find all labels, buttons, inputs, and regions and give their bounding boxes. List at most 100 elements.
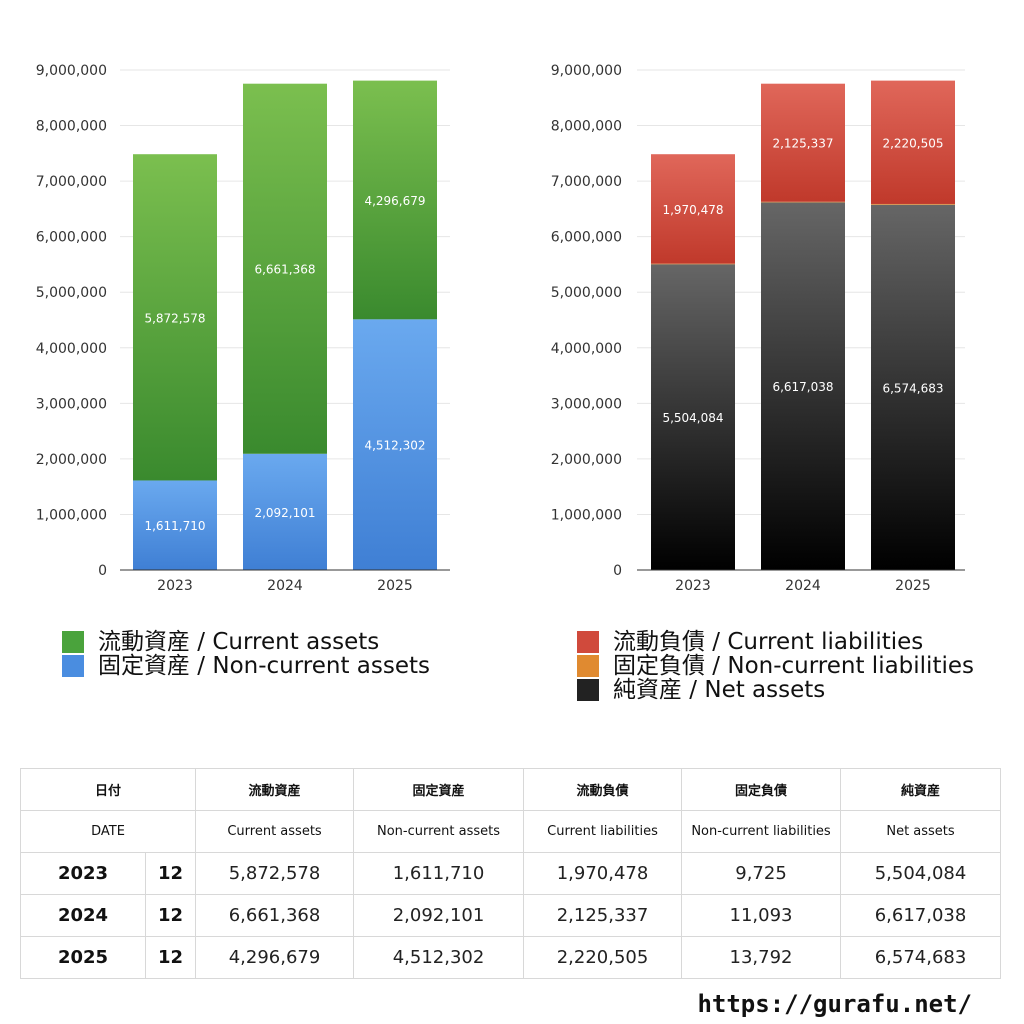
cell-noncurrent-assets: 1,611,710 [353, 852, 525, 895]
y-tick-label: 8,000,000 [36, 119, 107, 135]
bar-segment-assets-2024-0 [243, 453, 327, 570]
data-label: 2,125,337 [772, 137, 833, 151]
data-label: 2,220,505 [882, 136, 943, 150]
row-month: 12 [144, 894, 197, 937]
assets-legend: 流動資産 / Current assets 固定資産 / Non-current … [62, 630, 430, 678]
bar-segment-liabilities-2024-2 [761, 83, 845, 202]
data-label: 5,504,084 [662, 411, 723, 425]
cell-current-assets: 4,296,679 [195, 936, 355, 979]
y-tick-label: 0 [613, 563, 622, 579]
row-month: 12 [144, 852, 197, 895]
header-date-en: DATE [19, 810, 197, 853]
legend-label: 流動負債 / Current liabilities [613, 629, 924, 655]
table-row: 2024 12 6,661,368 2,092,101 2,125,337 11… [20, 894, 1002, 937]
legend-label: 固定資産 / Non-current assets [98, 653, 431, 679]
cell-net-assets: 6,574,683 [840, 936, 1002, 979]
bar-segment-assets-2024-1 [243, 83, 327, 454]
cell-noncurrent-liabilities: 13,792 [681, 936, 842, 979]
y-tick-label: 0 [98, 563, 107, 579]
data-label: 2,092,101 [254, 506, 315, 520]
legend-item-assets-1: 固定資産 / Non-current assets [62, 654, 430, 678]
legend-label: 純資産 / Net assets [613, 677, 826, 703]
table-header-row-jp: 日付 流動資産 固定資産 流動負債 固定負債 純資産 [19, 768, 1002, 811]
cell-net-assets: 6,617,038 [840, 894, 1002, 937]
cell-noncurrent-assets: 2,092,101 [353, 894, 525, 937]
y-tick-label: 3,000,000 [551, 396, 622, 412]
legend-swatch [62, 655, 84, 677]
header-current-assets-en: Current assets [195, 810, 355, 853]
y-tick-label: 2,000,000 [36, 452, 107, 468]
y-tick-label: 9,000,000 [36, 63, 107, 79]
y-tick-label: 5,000,000 [36, 285, 107, 301]
cell-current-liabilities: 1,970,478 [523, 852, 683, 895]
y-tick-label: 1,000,000 [36, 507, 107, 523]
row-year: 2023 [20, 852, 146, 895]
cell-current-liabilities: 2,125,337 [523, 894, 683, 937]
liabilities-legend: 流動負債 / Current liabilities 固定負債 / Non-cur… [577, 630, 974, 702]
bar-segment-assets-2025-1 [353, 80, 437, 320]
header-current-assets-jp: 流動資産 [195, 768, 355, 811]
row-year: 2024 [20, 894, 146, 937]
data-label: 6,661,368 [254, 263, 315, 277]
data-label: 1,970,478 [662, 203, 723, 217]
legend-swatch [577, 655, 599, 677]
header-current-liabilities-en: Current liabilities [523, 810, 683, 853]
charts-canvas: 0 1,000,000 2,000,000 3,000,000 4,000,000 5,0… [36, 63, 965, 594]
legend-item-liabilities-2: 純資産 / Net assets [577, 678, 974, 702]
bar-segment-liabilities-2023-1 [651, 263, 735, 265]
bar-segment-liabilities-2023-0 [651, 264, 735, 570]
data-label: 1,611,710 [144, 519, 205, 533]
data-label: 6,574,683 [882, 381, 943, 395]
bar-segment-liabilities-2025-2 [871, 80, 955, 204]
header-net-assets-jp: 純資産 [840, 768, 1002, 811]
row-year: 2025 [20, 936, 146, 979]
x-tick-label: 2023 [675, 578, 711, 594]
legend-swatch [577, 679, 599, 701]
bar-segment-liabilities-2023-2 [651, 154, 735, 264]
bar-segment-assets-2023-1 [133, 154, 217, 481]
header-noncurrent-assets-en: Non-current assets [353, 810, 525, 853]
table-header-row-en: DATE Current assets Non-current assets C… [19, 810, 1002, 853]
data-label: 4,296,679 [364, 194, 425, 208]
header-current-liabilities-jp: 流動負債 [523, 768, 683, 811]
y-tick-label: 4,000,000 [551, 341, 622, 357]
liabilities-chart: 0 1,000,000 2,000,000 3,000,000 4,000,000 5,0… [551, 63, 965, 594]
y-tick-label: 9,000,000 [551, 63, 622, 79]
legend-item-liabilities-0: 流動負債 / Current liabilities [577, 630, 974, 654]
header-noncurrent-liabilities-en: Non-current liabilities [681, 810, 842, 853]
y-tick-label: 7,000,000 [36, 174, 107, 190]
cell-net-assets: 5,504,084 [840, 852, 1002, 895]
cell-current-assets: 5,872,578 [195, 852, 355, 895]
table-row: 2023 12 5,872,578 1,611,710 1,970,478 9,… [20, 852, 1002, 895]
bar-segment-liabilities-2025-0 [871, 204, 955, 570]
data-label: 6,617,038 [772, 380, 833, 394]
cell-noncurrent-assets: 4,512,302 [353, 936, 525, 979]
header-noncurrent-liabilities-jp: 固定負債 [681, 768, 842, 811]
bar-segment-liabilities-2025-1 [871, 203, 955, 205]
bar-segment-assets-2023-0 [133, 480, 217, 570]
data-label: 4,512,302 [364, 439, 425, 453]
header-noncurrent-assets-jp: 固定資産 [353, 768, 525, 811]
bar-segment-assets-2025-0 [353, 319, 437, 570]
legend-swatch [62, 631, 84, 653]
header-date-jp: 日付 [19, 768, 197, 811]
y-tick-label: 1,000,000 [551, 507, 622, 523]
legend-item-assets-0: 流動資産 / Current assets [62, 630, 430, 654]
cell-current-assets: 6,661,368 [195, 894, 355, 937]
x-tick-label: 2024 [267, 578, 303, 594]
table-row: 2025 12 4,296,679 4,512,302 2,220,505 13… [20, 936, 1002, 979]
x-tick-label: 2024 [785, 578, 821, 594]
y-tick-label: 7,000,000 [551, 174, 622, 190]
cell-noncurrent-liabilities: 11,093 [681, 894, 842, 937]
y-tick-label: 4,000,000 [36, 341, 107, 357]
y-tick-label: 6,000,000 [551, 230, 622, 246]
x-tick-label: 2025 [895, 578, 931, 594]
y-tick-label: 6,000,000 [36, 230, 107, 246]
y-tick-label: 5,000,000 [551, 285, 622, 301]
x-tick-label: 2025 [377, 578, 413, 594]
data-table: 日付 流動資産 固定資産 流動負債 固定負債 純資産 DATE Current … [19, 768, 1002, 979]
legend-swatch [577, 631, 599, 653]
y-tick-label: 2,000,000 [551, 452, 622, 468]
legend-label: 固定負債 / Non-current liabilities [613, 653, 974, 679]
legend-label: 流動資産 / Current assets [98, 629, 380, 655]
